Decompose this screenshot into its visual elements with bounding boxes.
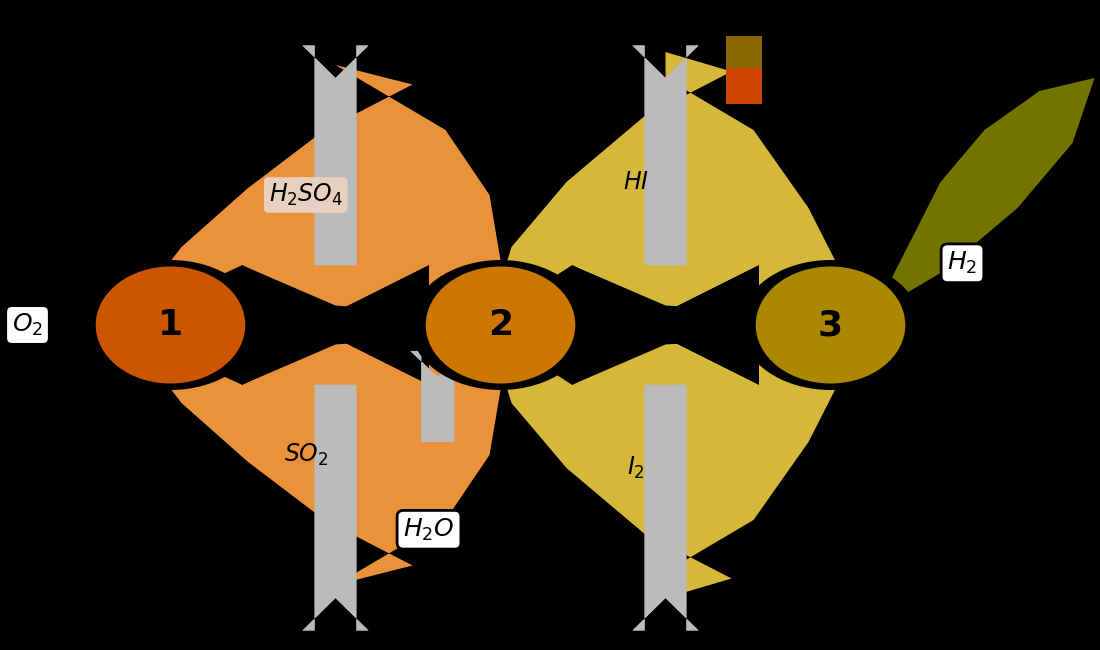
Polygon shape [490,52,874,318]
Text: $I_2$: $I_2$ [627,455,645,481]
Polygon shape [302,385,368,630]
Ellipse shape [410,260,591,390]
Ellipse shape [80,260,261,390]
Polygon shape [242,265,429,385]
Text: $H_2O$: $H_2O$ [404,517,454,543]
Polygon shape [572,265,759,385]
Ellipse shape [756,266,905,384]
Text: 3: 3 [818,308,843,342]
Text: $HI$: $HI$ [623,170,649,194]
Polygon shape [242,265,429,385]
Text: $SO_2$: $SO_2$ [284,442,328,468]
Ellipse shape [96,266,245,384]
Polygon shape [632,46,698,265]
Polygon shape [632,385,698,630]
Polygon shape [126,332,500,585]
Polygon shape [302,46,368,265]
Text: 2: 2 [488,308,513,342]
Polygon shape [874,78,1094,312]
Polygon shape [302,46,368,265]
Polygon shape [632,46,698,265]
Polygon shape [126,65,500,318]
Polygon shape [490,332,874,598]
Text: $H_2SO_4$: $H_2SO_4$ [268,182,343,208]
Polygon shape [410,351,465,442]
Polygon shape [572,265,759,385]
Text: $O_2$: $O_2$ [12,312,43,338]
Polygon shape [410,351,465,442]
Polygon shape [632,385,698,630]
Polygon shape [302,385,368,630]
Bar [726,68,762,104]
Bar [726,36,762,72]
Ellipse shape [426,266,575,384]
Text: 1: 1 [158,308,183,342]
Ellipse shape [740,260,921,390]
Text: $H_2SO_4$: $H_2SO_4$ [268,182,343,208]
Text: $H_2$: $H_2$ [947,250,978,276]
